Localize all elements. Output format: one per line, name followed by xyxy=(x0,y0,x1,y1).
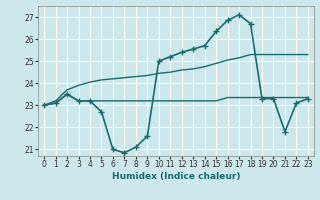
X-axis label: Humidex (Indice chaleur): Humidex (Indice chaleur) xyxy=(112,172,240,181)
